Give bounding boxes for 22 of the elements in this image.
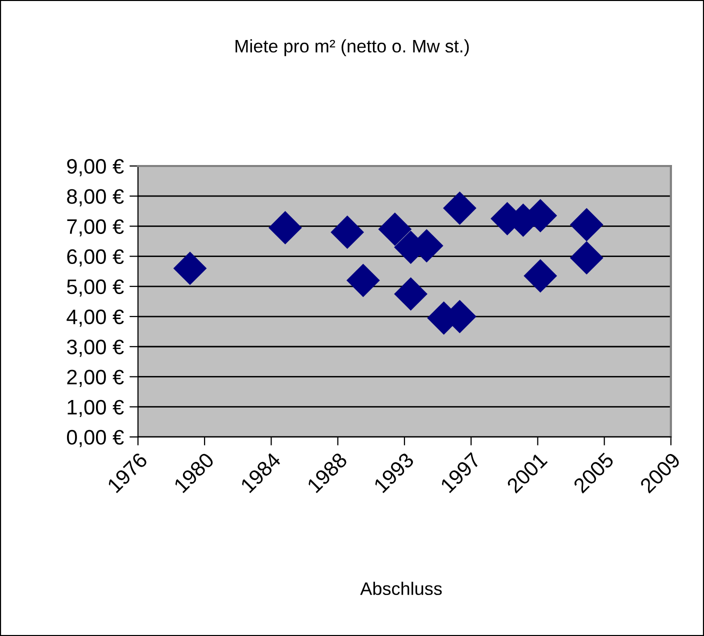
point bbox=[443, 191, 476, 225]
y-tick-label: 8,00 € bbox=[67, 189, 124, 206]
point bbox=[173, 252, 207, 286]
y-tick-label: 9,00 € bbox=[67, 158, 124, 176]
point bbox=[570, 241, 604, 275]
y-tick-label: 5,00 € bbox=[67, 279, 124, 297]
point bbox=[570, 208, 604, 242]
point bbox=[524, 259, 558, 293]
point bbox=[268, 211, 302, 244]
y-tick-label: 7,00 € bbox=[67, 219, 124, 236]
y-tick-label: 2,00 € bbox=[67, 370, 124, 387]
y-tick-label: 1,00 € bbox=[68, 400, 124, 418]
point bbox=[346, 264, 380, 298]
point bbox=[378, 212, 412, 246]
point bbox=[394, 277, 428, 311]
y-tick-label: 4,00 € bbox=[66, 310, 124, 327]
y-tick-label: 6,00 € bbox=[67, 249, 124, 267]
y-tick-label: 3,00 € bbox=[66, 340, 124, 357]
chart-title: Miete pro m² (netto o. Mw st.) bbox=[236, 39, 469, 56]
point bbox=[330, 216, 364, 249]
x-axis-title: Abschluss bbox=[360, 582, 442, 596]
y-tick-label: 0,00 € bbox=[66, 430, 124, 448]
